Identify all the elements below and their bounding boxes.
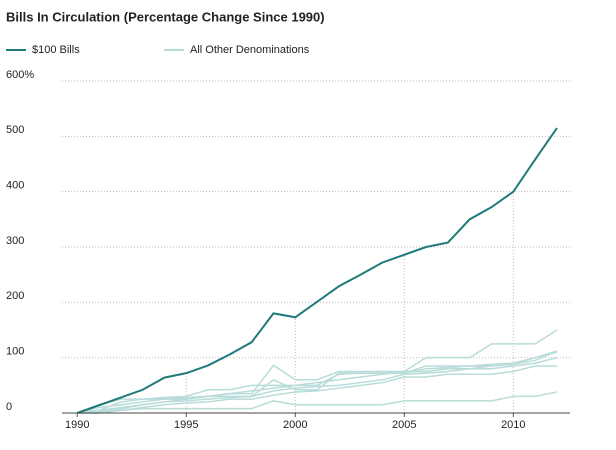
y-tick-label: 500 — [6, 124, 24, 136]
series-line — [76, 127, 558, 414]
series-line — [77, 391, 558, 414]
x-tick-label: 2010 — [501, 419, 525, 431]
x-tick-label: 1990 — [65, 419, 89, 431]
series-line — [77, 350, 558, 414]
legend-label: $100 Bills — [32, 44, 80, 56]
chart-title: Bills In Circulation (Percentage Change … — [6, 9, 325, 24]
series-line — [77, 365, 557, 414]
x-tick-label: 2000 — [283, 419, 307, 431]
y-tick-label: 0 — [6, 401, 12, 413]
y-tick-label: 200 — [6, 290, 24, 302]
y-tick-label: 100 — [6, 346, 24, 358]
y-tick-label: 600% — [6, 69, 34, 81]
series-line — [76, 350, 558, 414]
x-tick-label: 1995 — [174, 419, 198, 431]
x-tick-label: 2005 — [392, 419, 416, 431]
series-line — [77, 356, 558, 414]
y-tick-label: 300 — [6, 235, 24, 247]
legend-label: All Other Denominations — [190, 44, 310, 56]
y-tick-label: 400 — [6, 180, 24, 192]
